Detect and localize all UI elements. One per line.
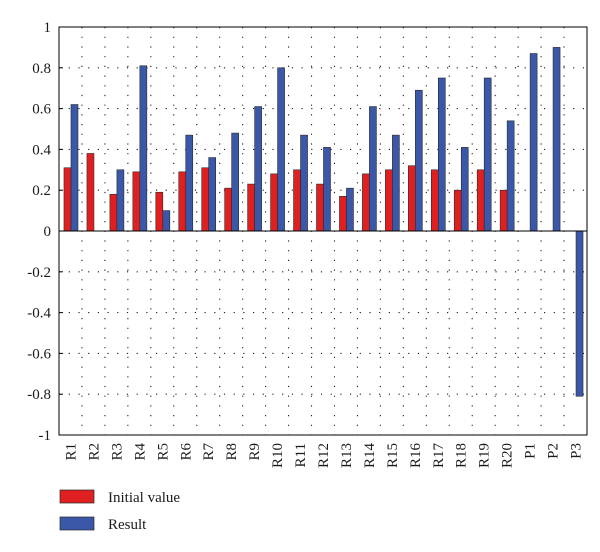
x-tick-label: R11 [293,443,309,467]
y-tick-label: 0 [44,224,52,240]
x-tick-label: R20 [500,443,516,468]
bar-initial-value [499,189,508,232]
bar-initial-value [109,193,118,232]
x-tick-label: R2 [86,443,102,461]
bar-result [392,134,400,232]
x-tick-label: R10 [270,443,286,468]
bar-initial-value [155,191,164,232]
bar-result [277,67,285,232]
bar-initial-value [132,171,141,232]
bar-result [231,132,239,232]
x-tick-label: R14 [362,443,378,469]
x-tick-label: R19 [477,443,493,468]
bar-result [139,65,148,232]
y-tick-label: 1 [44,20,52,36]
bar-initial-value [316,183,324,232]
bar-initial-value [63,167,72,232]
bar-initial-value [270,173,278,232]
bar-initial-value [476,169,485,232]
bar-initial-value [385,169,393,232]
bar-initial-value [86,153,95,232]
x-tick-label: R6 [178,443,194,461]
x-tick-label: R15 [385,443,401,468]
y-tick-label: 0.8 [32,61,51,77]
legend-swatch [59,516,95,531]
x-tick-label: P3 [569,443,585,459]
bar-initial-value [339,196,347,232]
bar-initial-value [178,171,187,232]
bar-result [70,104,79,232]
bar-result [437,77,446,232]
bar-initial-value [430,169,439,232]
x-tick-label: R16 [408,443,424,469]
bar-initial-value [408,165,416,232]
x-tick-label: R3 [109,443,125,461]
bar-result [460,147,469,232]
legend-label: Initial value [108,490,180,506]
x-tick-label: R13 [339,443,355,468]
y-tick-label: -1 [39,428,52,444]
bar-result [552,47,561,232]
y-tick-label: -0.4 [27,306,51,322]
bar-result [575,230,584,397]
x-tick-label: R12 [316,443,332,468]
y-tick-label: -0.6 [27,346,51,362]
bar-result [529,53,538,232]
bar-result [483,77,492,232]
x-axis: R1 R2 R3 R4 R5 R6 R7 R8 R9 R10 R11 R12 R13 R14 R15 R16 R… [63,443,584,469]
x-tick-label: R18 [454,443,470,468]
legend-label: Result [108,517,147,533]
y-tick-label: -0.8 [27,387,51,403]
legend-swatch [59,489,95,504]
bar-initial-value [293,169,301,232]
y-tick-label: 0.2 [32,183,51,199]
legend: Initial value Result [59,489,180,533]
x-tick-label: R4 [132,443,148,461]
x-tick-label: R17 [431,443,447,469]
x-tick-label: R1 [63,443,79,461]
y-tick-label: 0.4 [32,142,51,158]
x-tick-label: P1 [523,443,539,459]
bar-result [300,134,308,232]
x-tick-label: R8 [224,443,240,461]
bar-result [323,147,331,232]
x-tick-label: R7 [201,443,217,461]
bar-initial-value [247,183,255,232]
y-tick-label: -0.2 [27,265,51,281]
bar-initial-value [224,187,232,232]
bars [63,47,584,397]
bar-result [346,187,354,232]
bar-result [506,120,515,232]
x-tick-label: R9 [247,443,263,461]
bar-result [369,106,377,232]
bar-result [162,210,171,232]
x-tick-label: R5 [155,443,171,461]
bar-result [208,157,217,232]
bar-result [185,134,194,232]
y-tick-label: 0.6 [32,102,51,118]
bar-initial-value [201,167,210,232]
x-tick-label: P2 [546,443,562,459]
bar-initial-value [453,189,462,232]
y-axis: 1 0.8 0.6 0.4 0.2 0 -0.2 -0.4 -0.6 -0.8 -1 [27,20,63,444]
bar-result [415,89,423,232]
bar-initial-value [362,173,370,232]
bar-result [116,169,125,232]
bar-result [254,106,262,232]
